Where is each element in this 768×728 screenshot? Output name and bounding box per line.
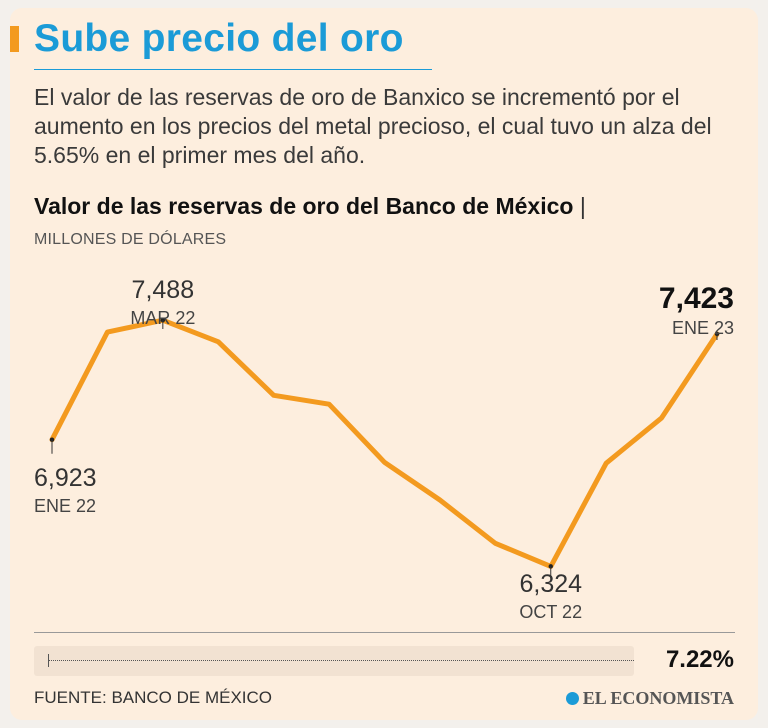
intro-text: El valor de las reservas de oro de Banxi… xyxy=(34,84,712,168)
infographic-card xyxy=(10,8,758,720)
brand-logo: EL ECONOMISTA xyxy=(565,688,734,709)
annotation-value: 6,923 xyxy=(34,464,97,492)
annotation-date: MAR 22 xyxy=(130,308,195,328)
annotation-date: ENE 22 xyxy=(34,496,96,516)
change-bar-dotted-line xyxy=(48,660,634,661)
data-point xyxy=(382,460,387,465)
data-point xyxy=(271,393,276,398)
data-point xyxy=(493,541,498,546)
series-line xyxy=(49,317,720,569)
change-bar xyxy=(34,646,634,676)
source-text: FUENTE: BANCO DE MÉXICO xyxy=(34,688,273,707)
plot-area: 6,923 ENE 22 7,488 MAR 22 6,324 OCT 22 7,423 EN… xyxy=(34,276,734,622)
annotation-date: ENE 23 xyxy=(672,318,734,338)
annotation-date: OCT 22 xyxy=(519,602,582,622)
data-point xyxy=(604,461,609,466)
data-point xyxy=(659,415,664,420)
data-point xyxy=(216,339,221,344)
title-underline xyxy=(34,69,432,70)
annotation-value: 7,423 xyxy=(659,282,734,315)
data-point xyxy=(437,497,442,502)
data-point xyxy=(105,330,110,335)
annotation-value: 7,488 xyxy=(132,276,195,304)
page-title: Sube precio del oro xyxy=(34,17,404,60)
data-point xyxy=(327,402,332,407)
separator-rule xyxy=(34,632,735,633)
annotation-value: 6,324 xyxy=(519,570,582,598)
annotation-dot xyxy=(49,437,55,442)
chart-title: Valor de las reservas de oro del Banco d… xyxy=(34,193,586,220)
change-bar-tick xyxy=(48,654,49,667)
chart-title-text: Valor de las reservas de oro del Banco d… xyxy=(34,193,574,219)
chart-title-separator: | xyxy=(579,193,586,219)
change-percent: 7.22% xyxy=(665,646,734,673)
chart-units: MILLONES DE DÓLARES xyxy=(34,231,227,248)
brand-name: EL ECONOMISTA xyxy=(582,688,734,708)
globe-icon xyxy=(565,692,579,705)
accent-bar xyxy=(10,26,19,52)
